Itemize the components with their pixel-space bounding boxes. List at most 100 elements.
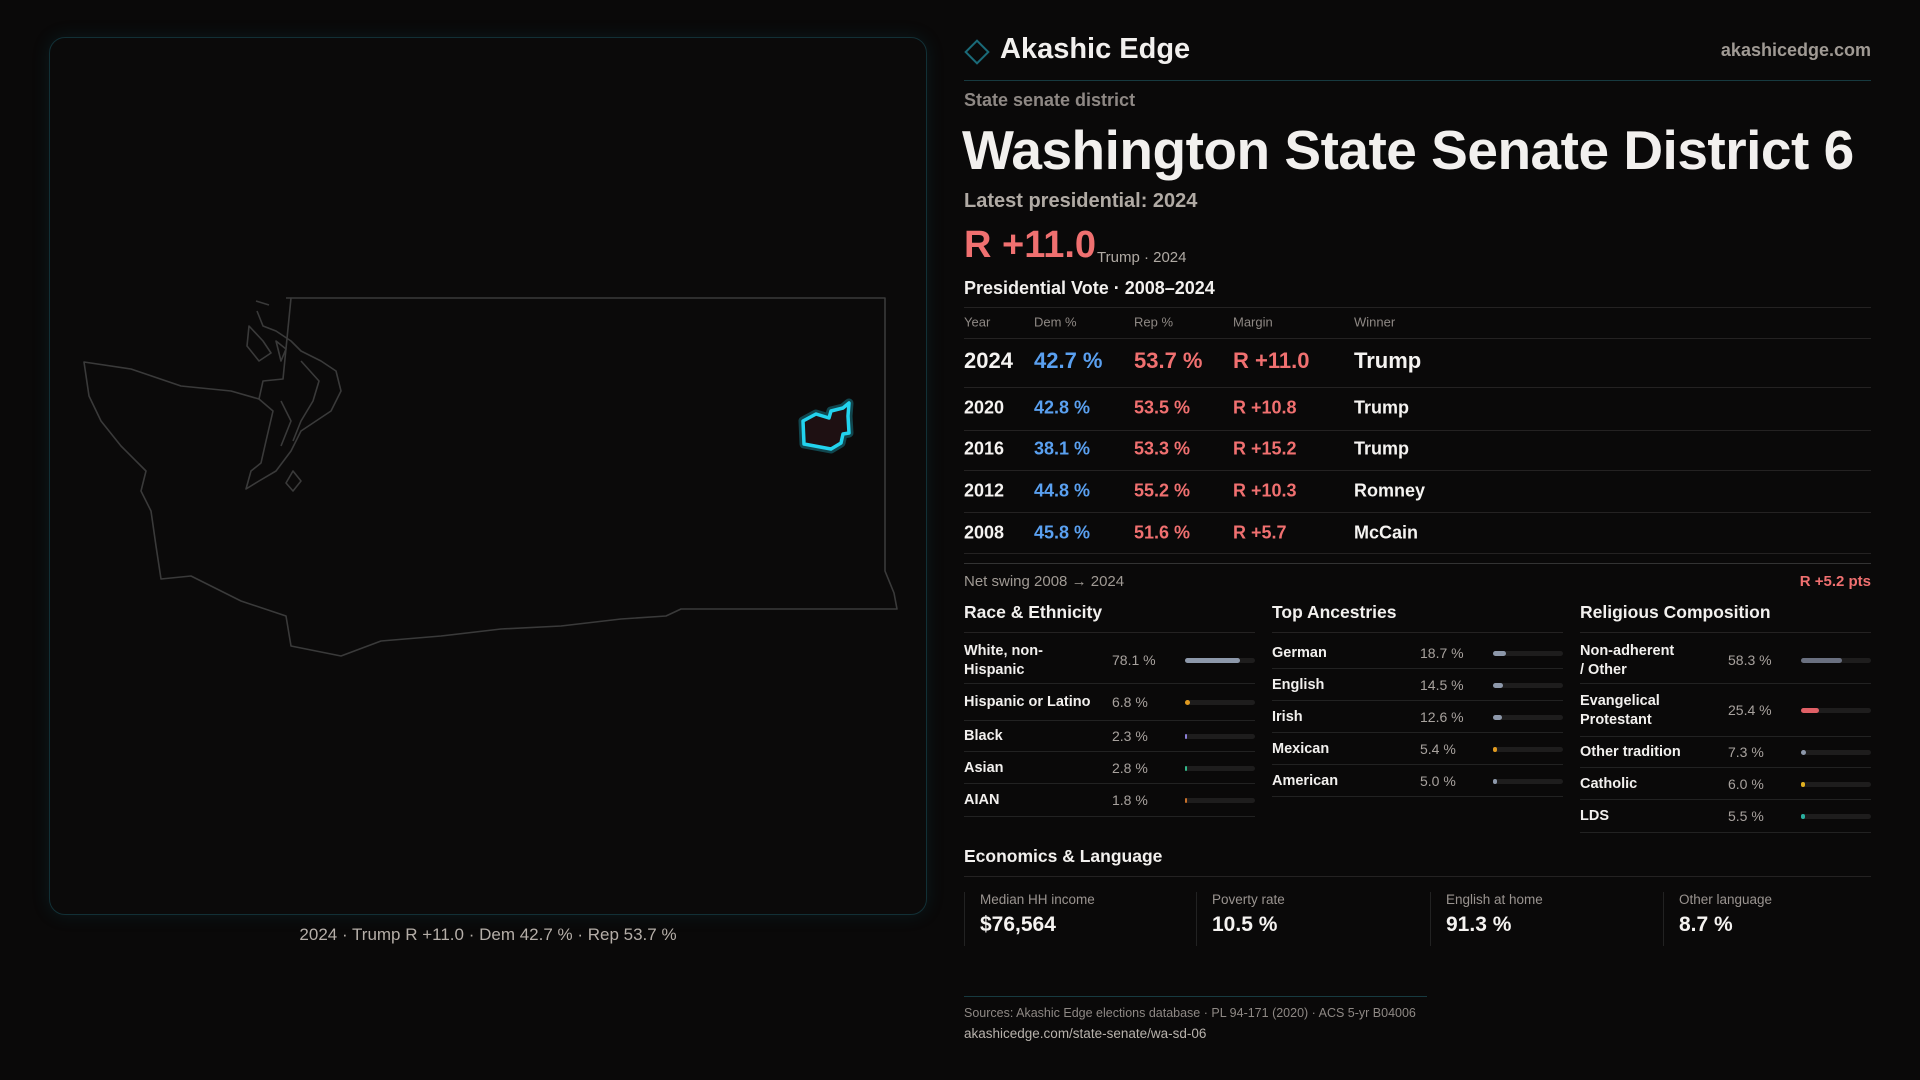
stat-row: Hispanic or Latino 6.8 %: [964, 684, 1255, 721]
divider: [964, 470, 1871, 471]
divider: [964, 307, 1871, 308]
stat-row: Evangelical Protestant 25.4 %: [1580, 684, 1871, 737]
stat-value: 6.8 %: [1112, 694, 1148, 710]
stat-bar-fill: [1801, 658, 1842, 663]
cell-dem: 42.8 %: [1034, 397, 1091, 418]
stat-tile: Other language 8.7 %: [1663, 892, 1896, 946]
puget-sound: [245, 300, 342, 490]
stat-label: Hispanic or Latino: [964, 694, 1091, 710]
stat-label: German: [1272, 644, 1327, 661]
map-panel[interactable]: [49, 37, 927, 915]
cell-dem: 45.8 %: [1034, 522, 1091, 543]
stat-value: 14.5 %: [1420, 676, 1464, 693]
stat-bar: [1185, 658, 1255, 663]
stat-bar: [1185, 734, 1255, 739]
cell-margin: R +10.8: [1233, 397, 1297, 418]
divider: [1580, 632, 1871, 633]
state-map: [83, 297, 898, 657]
stat-value: 7.3 %: [1728, 744, 1764, 760]
sources-text: Sources: Akashic Edge elections database…: [964, 1006, 1416, 1020]
stat-bar-fill: [1493, 650, 1507, 656]
stat-bar: [1493, 746, 1563, 752]
cell-margin: R +5.7: [1233, 522, 1287, 543]
tile-label: Other language: [1679, 892, 1773, 907]
cell-margin: R +11.0: [1233, 348, 1310, 373]
state-outline: [83, 297, 898, 657]
cell-dem: 42.7 %: [1034, 348, 1103, 373]
stat-label: Other tradition: [1580, 744, 1681, 760]
site-link[interactable]: akashicedge.com: [1720, 40, 1871, 60]
stat-row: Mexican 5.4 %: [1272, 733, 1563, 765]
stat-row: American 5.0 %: [1272, 765, 1563, 797]
vote-table-title: Presidential Vote · 2008–2024: [964, 278, 1215, 298]
stat-value: 5.0 %: [1420, 772, 1456, 789]
stat-label: LDS: [1580, 808, 1609, 824]
stat-bar: [1493, 778, 1563, 784]
stat-bar-fill: [1801, 814, 1805, 819]
stat-bar-fill: [1185, 734, 1187, 739]
tile-value: $76,564: [980, 913, 1056, 936]
stat-row: Irish 12.6 %: [1272, 701, 1563, 733]
stat-row: Other tradition 7.3 %: [1580, 737, 1871, 768]
stat-bar-fill: [1801, 781, 1806, 787]
cell-winner: McCain: [1354, 522, 1419, 543]
stat-bar-fill: [1801, 750, 1807, 755]
stat-row: White, non-Hispanic 78.1 %: [964, 637, 1255, 684]
stat-value: 5.5 %: [1728, 808, 1764, 824]
stat-value: 18.7 %: [1420, 644, 1464, 661]
stat-value: 1.8 %: [1112, 792, 1148, 808]
map-caption: 2024 · Trump R +11.0 · Dem 42.7 % · Rep …: [299, 925, 677, 944]
column-header: Rep %: [1134, 314, 1174, 330]
stat-value: 2.8 %: [1112, 759, 1148, 776]
page-url[interactable]: akashicedge.com/state-senate/wa-sd-06: [964, 1026, 1207, 1041]
cell-rep: 53.3 %: [1134, 438, 1191, 459]
stat-value: 2.3 %: [1112, 728, 1148, 744]
divider: [964, 632, 1255, 633]
stat-tile: Poverty rate 10.5 %: [1196, 892, 1429, 946]
footer-divider: [964, 996, 1427, 997]
stat-value: 78.1 %: [1112, 652, 1156, 668]
cell-year: 2016: [964, 438, 1005, 459]
header-divider: [964, 80, 1871, 81]
cell-winner: Romney: [1354, 480, 1426, 501]
divider: [964, 563, 1871, 564]
divider: [964, 876, 1871, 877]
latest-margin-sub: Trump · 2024: [1097, 249, 1187, 266]
section-title: Race & Ethnicity: [964, 602, 1103, 622]
stat-bar-fill: [1801, 708, 1819, 713]
logo-diamond-icon: [964, 39, 990, 65]
stat-bar: [1493, 682, 1563, 688]
stat-label: English: [1272, 676, 1325, 693]
cell-winner: Trump: [1354, 348, 1422, 373]
cell-rep: 53.7 %: [1134, 348, 1203, 373]
divider: [964, 553, 1871, 554]
section-race-ethnicity: Race & Ethnicity White, non-Hispanic 78.1 …: [964, 0, 1255, 817]
stat-bar: [1185, 798, 1255, 803]
cell-margin: R +15.2: [1233, 438, 1297, 459]
cell-dem: 38.1 %: [1034, 438, 1091, 459]
cell-rep: 53.5 %: [1134, 397, 1191, 418]
cell-year: 2008: [964, 522, 1005, 543]
stat-bar-fill: [1185, 700, 1190, 705]
column-header: Dem %: [1034, 314, 1077, 330]
cell-winner: Trump: [1354, 397, 1410, 418]
stat-bar: [1801, 658, 1871, 663]
cell-year: 2012: [964, 480, 1005, 501]
stat-label: Asian: [964, 759, 1004, 776]
stat-bar-fill: [1185, 765, 1187, 771]
tile-value: 91.3 %: [1446, 913, 1512, 936]
tile-label: English at home: [1446, 892, 1543, 907]
stat-row: English 14.5 %: [1272, 669, 1563, 701]
column-header: Margin: [1233, 314, 1273, 330]
divider: [964, 387, 1871, 388]
stat-label: Catholic: [1580, 775, 1638, 792]
stat-value: 6.0 %: [1728, 775, 1764, 792]
section-title: Religious Composition: [1580, 602, 1771, 622]
stat-row: AIAN 1.8 %: [964, 784, 1255, 817]
cell-year: 2024: [964, 348, 1013, 373]
stat-row: Asian 2.8 %: [964, 752, 1255, 784]
cell-rep: 55.2 %: [1134, 480, 1191, 501]
tile-label: Poverty rate: [1212, 892, 1285, 907]
divider: [1272, 632, 1563, 633]
stat-bar: [1493, 650, 1563, 656]
